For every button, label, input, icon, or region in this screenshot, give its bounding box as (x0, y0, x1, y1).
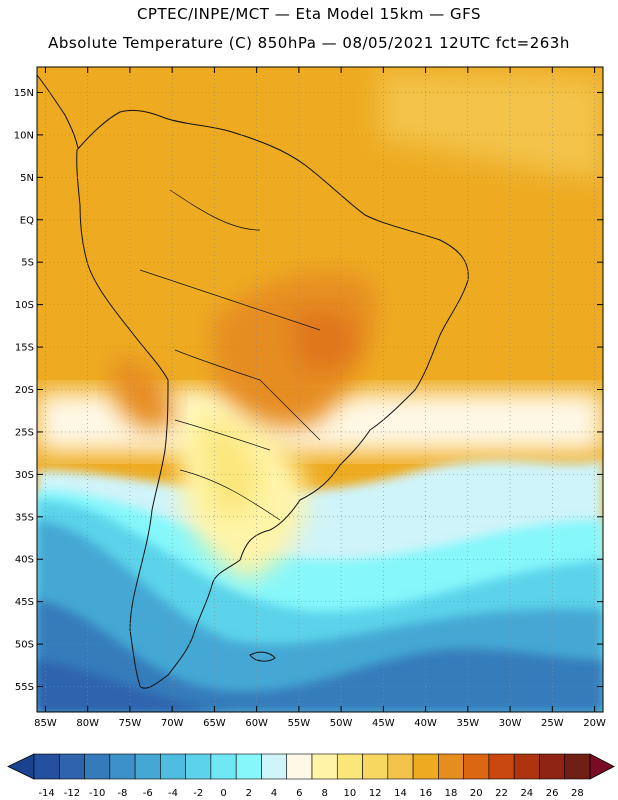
lon-label: 60W (245, 718, 268, 729)
longitude-labels: 85W 80W 75W 70W 65W 60W 55W 50W 45W 40W 35W 30W 25W 2… (34, 718, 606, 729)
colorbar-label: 4 (271, 788, 277, 799)
colorbar-label: -10 (89, 788, 105, 799)
lon-label: 30W (499, 718, 522, 729)
lat-label: 10N (14, 130, 34, 141)
lon-label: 40W (414, 718, 437, 729)
colorbar-swatch (539, 753, 566, 780)
lat-label: 55S (15, 682, 34, 693)
colorbar-swatch (286, 753, 313, 780)
south-america-coastline (76, 109, 469, 689)
colorbar-label: 16 (419, 788, 432, 799)
central-america-coastline (37, 74, 79, 149)
lat-label: 40S (15, 555, 34, 566)
map-title-line1: CPTEC/INPE/MCT — Eta Model 15km — GFS (136, 5, 482, 23)
colorbar-label: -12 (64, 788, 80, 799)
colorbar-label: -4 (168, 788, 178, 799)
colorbar-swatch (336, 753, 363, 780)
colorbar-swatch (387, 753, 414, 780)
colorbar-swatch (564, 753, 591, 780)
lon-label: 20W (583, 718, 606, 729)
colorbar-label: 8 (321, 788, 327, 799)
colorbar-swatch (463, 753, 490, 780)
lon-label: 65W (203, 718, 226, 729)
lat-label: 25S (15, 427, 34, 438)
colorbar-swatch (185, 753, 212, 780)
colorbar-swatch (438, 753, 464, 780)
colorbar-label: -2 (193, 788, 203, 799)
colorbar-label: 14 (394, 788, 407, 799)
lon-label: 55W (288, 718, 311, 729)
lat-label: 15S (15, 343, 34, 354)
lon-label: 85W (34, 718, 57, 729)
lat-label: EQ (20, 215, 34, 226)
colorbar-label: 10 (344, 788, 357, 799)
lon-label: 25W (541, 718, 564, 729)
lon-label: 75W (119, 718, 142, 729)
country-borders (139, 189, 321, 521)
colorbar-swatch (160, 753, 186, 780)
colorbar-label: 24 (520, 788, 533, 799)
colorbar-swatch (109, 753, 136, 780)
colorbar: -14 -12 -10 -8 -6 -4 -2 0 2 4 6 8 10 12 14 16 18 20 22 24 26… (7, 753, 615, 799)
falkland-islands (249, 651, 276, 662)
colorbar-swatch (261, 753, 288, 780)
colorbar-label: 2 (246, 788, 252, 799)
lon-label: 70W (161, 718, 184, 729)
lat-label: 45S (15, 597, 34, 608)
colorbar-label: 20 (470, 788, 483, 799)
colorbar-label: 26 (546, 788, 559, 799)
colorbar-arrow-high (589, 753, 615, 780)
lat-label: 5N (20, 173, 34, 184)
colorbar-swatch (362, 753, 389, 780)
colorbar-label: 12 (369, 788, 382, 799)
map-title-line2: Absolute Temperature (C) 850hPa — 08/05/… (48, 34, 570, 52)
colorbar-swatch (210, 753, 237, 780)
colorbar-swatch (412, 753, 439, 780)
latitude-labels: 15N 10N 5N EQ 5S 10S 15S 20S 25S 30S 35S 40S 45S 50S 5… (14, 88, 34, 693)
lat-label: 5S (21, 258, 34, 269)
colorbar-label: 18 (445, 788, 458, 799)
colorbar-swatch (33, 753, 60, 780)
lon-label: 50W (330, 718, 353, 729)
colorbar-label: 28 (571, 788, 584, 799)
colorbar-swatch (58, 753, 85, 780)
lat-label: 50S (15, 640, 34, 651)
temperature-field (37, 67, 603, 712)
colorbar-swatch (235, 753, 262, 780)
lon-label: 35W (457, 718, 480, 729)
coastline-layer (37, 74, 469, 689)
colorbar-label: 6 (296, 788, 302, 799)
colorbar-label: 22 (495, 788, 508, 799)
colorbar-swatch (134, 753, 161, 780)
colorbar-swatch (513, 753, 540, 780)
colorbar-label: -6 (143, 788, 153, 799)
colorbar-label: 0 (220, 788, 226, 799)
lon-label: 45W (372, 718, 395, 729)
colorbar-arrow-low (7, 753, 35, 780)
lat-label: 10S (15, 300, 34, 311)
lon-label: 80W (76, 718, 99, 729)
lat-label: 15N (14, 88, 34, 99)
lat-label: 30S (15, 470, 34, 481)
colorbar-label: -8 (117, 788, 127, 799)
colorbar-swatch (311, 753, 338, 780)
map-ticks (37, 67, 603, 712)
colorbar-swatch (488, 753, 515, 780)
lat-label: 35S (15, 512, 34, 523)
colorbar-label: -14 (38, 788, 54, 799)
lat-label: 20S (15, 385, 34, 396)
colorbar-swatch (84, 753, 111, 780)
